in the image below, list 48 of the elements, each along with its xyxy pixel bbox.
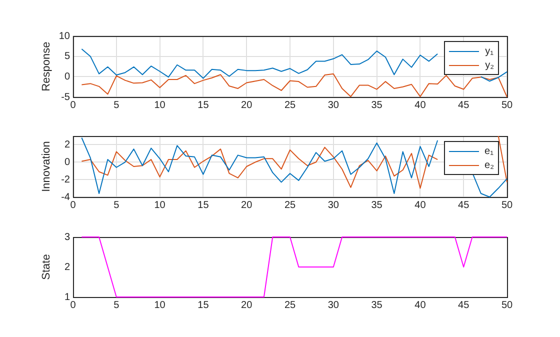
y-tick-label: 10: [58, 30, 70, 42]
x-tick-label: 40: [414, 200, 426, 211]
x-tick-label: 35: [371, 200, 383, 211]
y-tick-label: -5: [61, 92, 70, 103]
y-tick-label: 0: [64, 156, 70, 168]
y-tick-label: 1: [64, 292, 70, 303]
x-tick-label: 10: [154, 100, 166, 111]
x-tick-label: 25: [284, 200, 296, 211]
y-tick-label: 2: [64, 139, 70, 150]
x-tick-label: 35: [371, 300, 383, 311]
x-tick-label: 50: [501, 100, 513, 111]
x-tick-label: 20: [241, 100, 253, 111]
x-tick-label: 20: [241, 300, 253, 311]
x-tick-label: 25: [284, 300, 296, 311]
x-tick-label: 30: [328, 200, 340, 211]
x-tick-label: 15: [198, 200, 210, 211]
y-tick-label: 3: [64, 232, 70, 243]
x-tick-label: 40: [414, 100, 426, 111]
x-tick-label: 10: [154, 300, 166, 311]
y-axis-title: Response: [40, 42, 53, 92]
x-tick-label: 45: [458, 300, 470, 311]
y-tick-label: -2: [61, 174, 70, 186]
legend-label: e₁: [484, 146, 494, 156]
x-tick-label: 45: [458, 100, 470, 111]
y-tick-label: -4: [61, 192, 70, 203]
y-tick-label: 0: [64, 71, 70, 82]
x-tick-label: 5: [114, 200, 120, 211]
x-tick-label: 40: [414, 300, 426, 311]
x-tick-label: 5: [114, 100, 120, 111]
x-tick-label: 45: [458, 200, 470, 211]
x-tick-label: 10: [154, 200, 166, 211]
legend-label: e₂: [484, 160, 494, 170]
x-tick-label: 50: [501, 200, 513, 211]
x-tick-label: 20: [241, 200, 253, 211]
x-tick-label: 50: [501, 300, 513, 311]
legend-label: y₂: [485, 60, 494, 70]
x-tick-label: 15: [198, 300, 210, 311]
x-tick-label: 5: [114, 300, 120, 311]
legend-label: y₁: [485, 46, 494, 56]
x-tick-label: 15: [198, 100, 210, 111]
y-tick-label: 5: [64, 51, 70, 62]
y-axis-title: State: [40, 254, 53, 280]
x-tick-label: 25: [284, 100, 296, 111]
x-tick-label: 35: [371, 100, 383, 111]
y-tick-label: 2: [64, 262, 70, 273]
x-tick-label: 30: [328, 100, 340, 111]
x-tick-label: 30: [328, 300, 340, 311]
y-axis-title: Innovation: [40, 141, 53, 192]
